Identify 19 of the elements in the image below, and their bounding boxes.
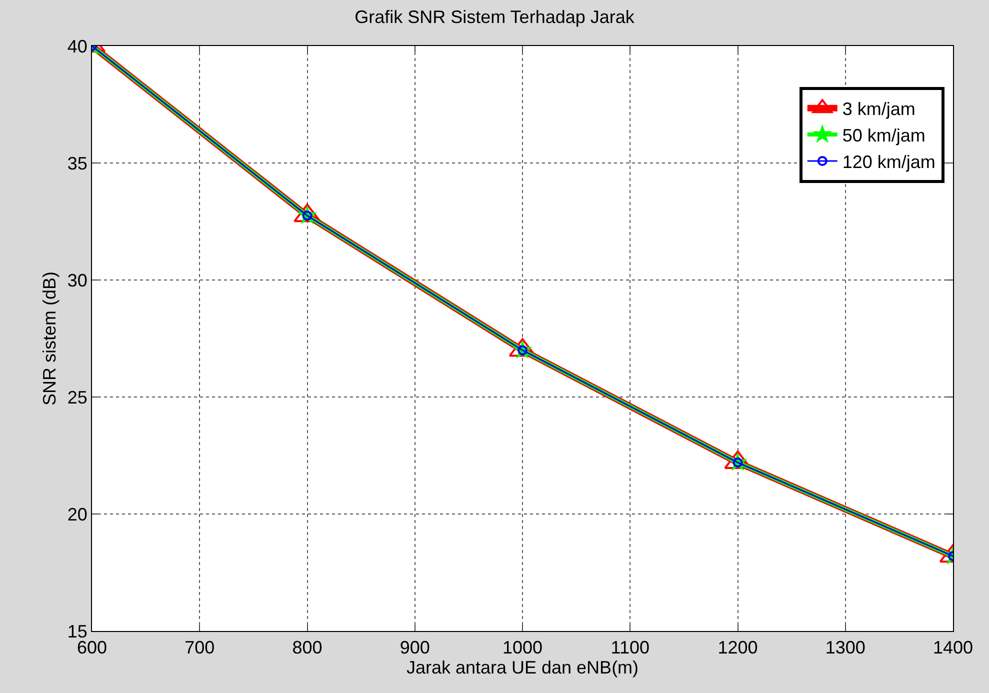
x-tick-label: 700 (184, 638, 215, 658)
legend-label: 120 km/jam (842, 152, 936, 172)
x-axis-title: Jarak antara UE dan eNB(m) (406, 658, 639, 678)
x-tick-label: 1400 (932, 638, 974, 658)
legend-label: 50 km/jam (842, 126, 926, 146)
x-tick-label: 1100 (610, 638, 650, 658)
y-tick-label: 20 (67, 504, 88, 524)
x-tick-label: 900 (400, 638, 430, 658)
y-tick-label: 40 (67, 36, 88, 56)
y-axis-title: SNR sistem (dB) (40, 271, 60, 406)
x-tick-label: 1000 (502, 638, 543, 658)
chart-title: Grafik SNR Sistem Terhadap Jarak (354, 6, 636, 27)
x-tick-label: 1300 (825, 638, 866, 658)
y-tick-label: 30 (67, 270, 88, 290)
x-tick-label: 800 (292, 638, 322, 658)
y-tick-label: 35 (67, 153, 88, 174)
x-tick-label: 1200 (718, 638, 758, 658)
y-tick-label: 25 (67, 387, 88, 408)
legend-label: 3 km/jam (842, 99, 916, 120)
